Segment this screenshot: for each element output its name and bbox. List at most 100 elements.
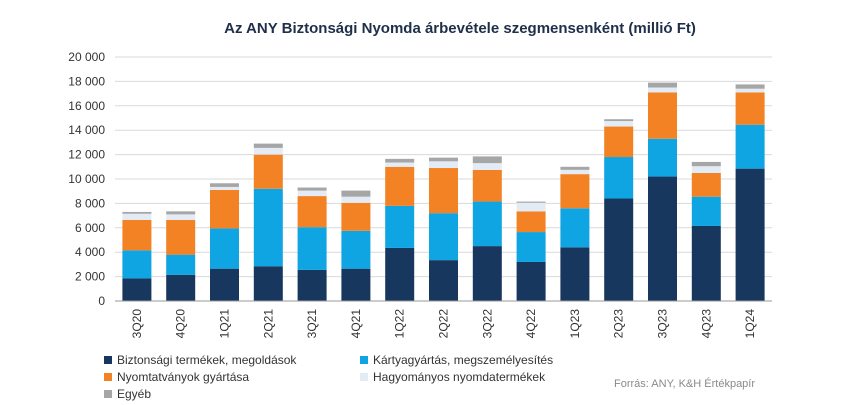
bar-segment [122, 219, 152, 251]
legend-label: Hagyományos nyomdatermékek [373, 369, 546, 384]
bar-segment [735, 168, 765, 301]
x-tick-label: 4Q22 [524, 309, 538, 339]
x-tick-label: 2Q22 [437, 309, 451, 339]
bar-segment [385, 166, 415, 206]
y-tick-label: 10 000 [68, 172, 105, 186]
x-tick-label: 2Q23 [612, 309, 626, 339]
bar-segment [166, 219, 196, 255]
x-tick-label: 3Q22 [480, 309, 494, 339]
bar-segment [429, 213, 458, 261]
bar-segment [472, 201, 502, 247]
y-tick-label: 16 000 [68, 99, 105, 113]
bar-segment [253, 147, 283, 155]
bar-segment [516, 211, 546, 233]
bar-segment [341, 196, 371, 203]
bar-segment [648, 92, 677, 139]
bar-segment [297, 196, 327, 228]
legend-label: Egyéb [117, 386, 152, 401]
legend-label: Nyomtatványok gyártása [117, 369, 250, 384]
bar-segment [210, 186, 239, 190]
bar-segment [604, 198, 634, 301]
bar-segment [210, 183, 239, 187]
bar-segment [122, 211, 152, 214]
bar-segment [691, 225, 721, 301]
bar-segment [297, 227, 327, 270]
bar-segment [648, 138, 677, 177]
x-tick-label: 4Q21 [349, 309, 363, 339]
bar-segment [429, 161, 458, 169]
bar-segment [166, 274, 196, 301]
x-tick-label: 1Q22 [393, 309, 407, 339]
y-tick-label: 20 000 [68, 50, 105, 64]
chart-title: Az ANY Biztonsági Nyomda árbevétele szeg… [224, 20, 696, 37]
bar-segment [253, 143, 283, 148]
bar-segment [604, 121, 634, 127]
bar-segment [429, 168, 458, 214]
y-axis-ticks: 0 2 000 4 000 6 000 8 000 10 000 12 000 14 000 1… [68, 50, 105, 308]
bar-segment [691, 196, 721, 226]
bar-segment [648, 176, 677, 301]
bar-segment [648, 82, 677, 88]
legend-item-biztonsagi: Biztonsági termékek, megoldások [104, 352, 360, 367]
legend-swatch [104, 389, 112, 398]
bar-segment [691, 161, 721, 167]
bar-segment [472, 169, 502, 202]
bar-segment [560, 208, 590, 248]
bar-segment [166, 214, 196, 220]
y-tick-label: 6 000 [75, 221, 105, 235]
legend: Biztonsági termékek, megoldások Kártyagy… [104, 352, 624, 401]
legend-swatch [360, 355, 368, 364]
bar-segment [516, 232, 546, 262]
bar-segment [429, 260, 458, 301]
bar-segment [341, 202, 371, 231]
bar-segment [429, 157, 458, 162]
bars [122, 82, 765, 301]
y-tick-label: 14 000 [68, 123, 105, 137]
bar-segment [604, 157, 634, 199]
bar-segment [253, 266, 283, 301]
x-tick-label: 4Q20 [174, 309, 188, 339]
bar-segment [341, 230, 371, 269]
y-tick-label: 4 000 [75, 245, 105, 259]
x-tick-label: 1Q24 [743, 309, 757, 339]
bar-segment [385, 158, 415, 163]
bar-segment [560, 174, 590, 209]
x-tick-label: 3Q20 [130, 309, 144, 339]
legend-item-hagyomanyos: Hagyományos nyomdatermékek [360, 369, 620, 384]
source-note: Forrás: ANY, K&H Értékpapír [614, 378, 756, 390]
bar-segment [516, 201, 546, 203]
bar-segment [560, 247, 590, 301]
y-tick-label: 8 000 [75, 196, 105, 210]
legend-label: Biztonsági termékek, megoldások [117, 352, 297, 367]
y-tick-label: 18 000 [68, 74, 105, 88]
legend-label: Kártyagyártás, megszemélyesítés [373, 352, 554, 367]
bar-segment [210, 268, 239, 301]
bar-segment [735, 84, 765, 89]
bar-segment [166, 254, 196, 275]
bar-segment [210, 228, 239, 269]
x-axis-ticks: 3Q20 4Q20 1Q21 2Q21 3Q21 4Q21 1Q22 2Q22 3Q22 4Q22… [130, 309, 757, 339]
bar-segment [472, 163, 502, 170]
bar-segment [122, 213, 152, 220]
bar-segment [604, 126, 634, 158]
legend-item-kartyagyartas: Kártyagyártás, megszemélyesítés [360, 352, 620, 367]
bar-segment [385, 205, 415, 248]
x-tick-label: 3Q23 [656, 309, 670, 339]
bar-segment [385, 162, 415, 167]
legend-swatch [104, 372, 112, 381]
bar-segment [210, 189, 239, 229]
bar-segment [122, 278, 152, 301]
y-tick-label: 12 000 [68, 148, 105, 162]
x-tick-label: 2Q21 [261, 309, 275, 339]
x-tick-label: 1Q23 [568, 309, 582, 339]
bar-segment [122, 250, 152, 279]
legend-swatch [360, 372, 368, 381]
bar-segment [385, 247, 415, 301]
bar-segment [691, 166, 721, 173]
bar-segment [735, 92, 765, 125]
bar-segment [166, 211, 196, 215]
bar-segment [560, 169, 590, 175]
y-tick-label: 0 [98, 294, 105, 308]
x-tick-label: 3Q21 [305, 309, 319, 339]
